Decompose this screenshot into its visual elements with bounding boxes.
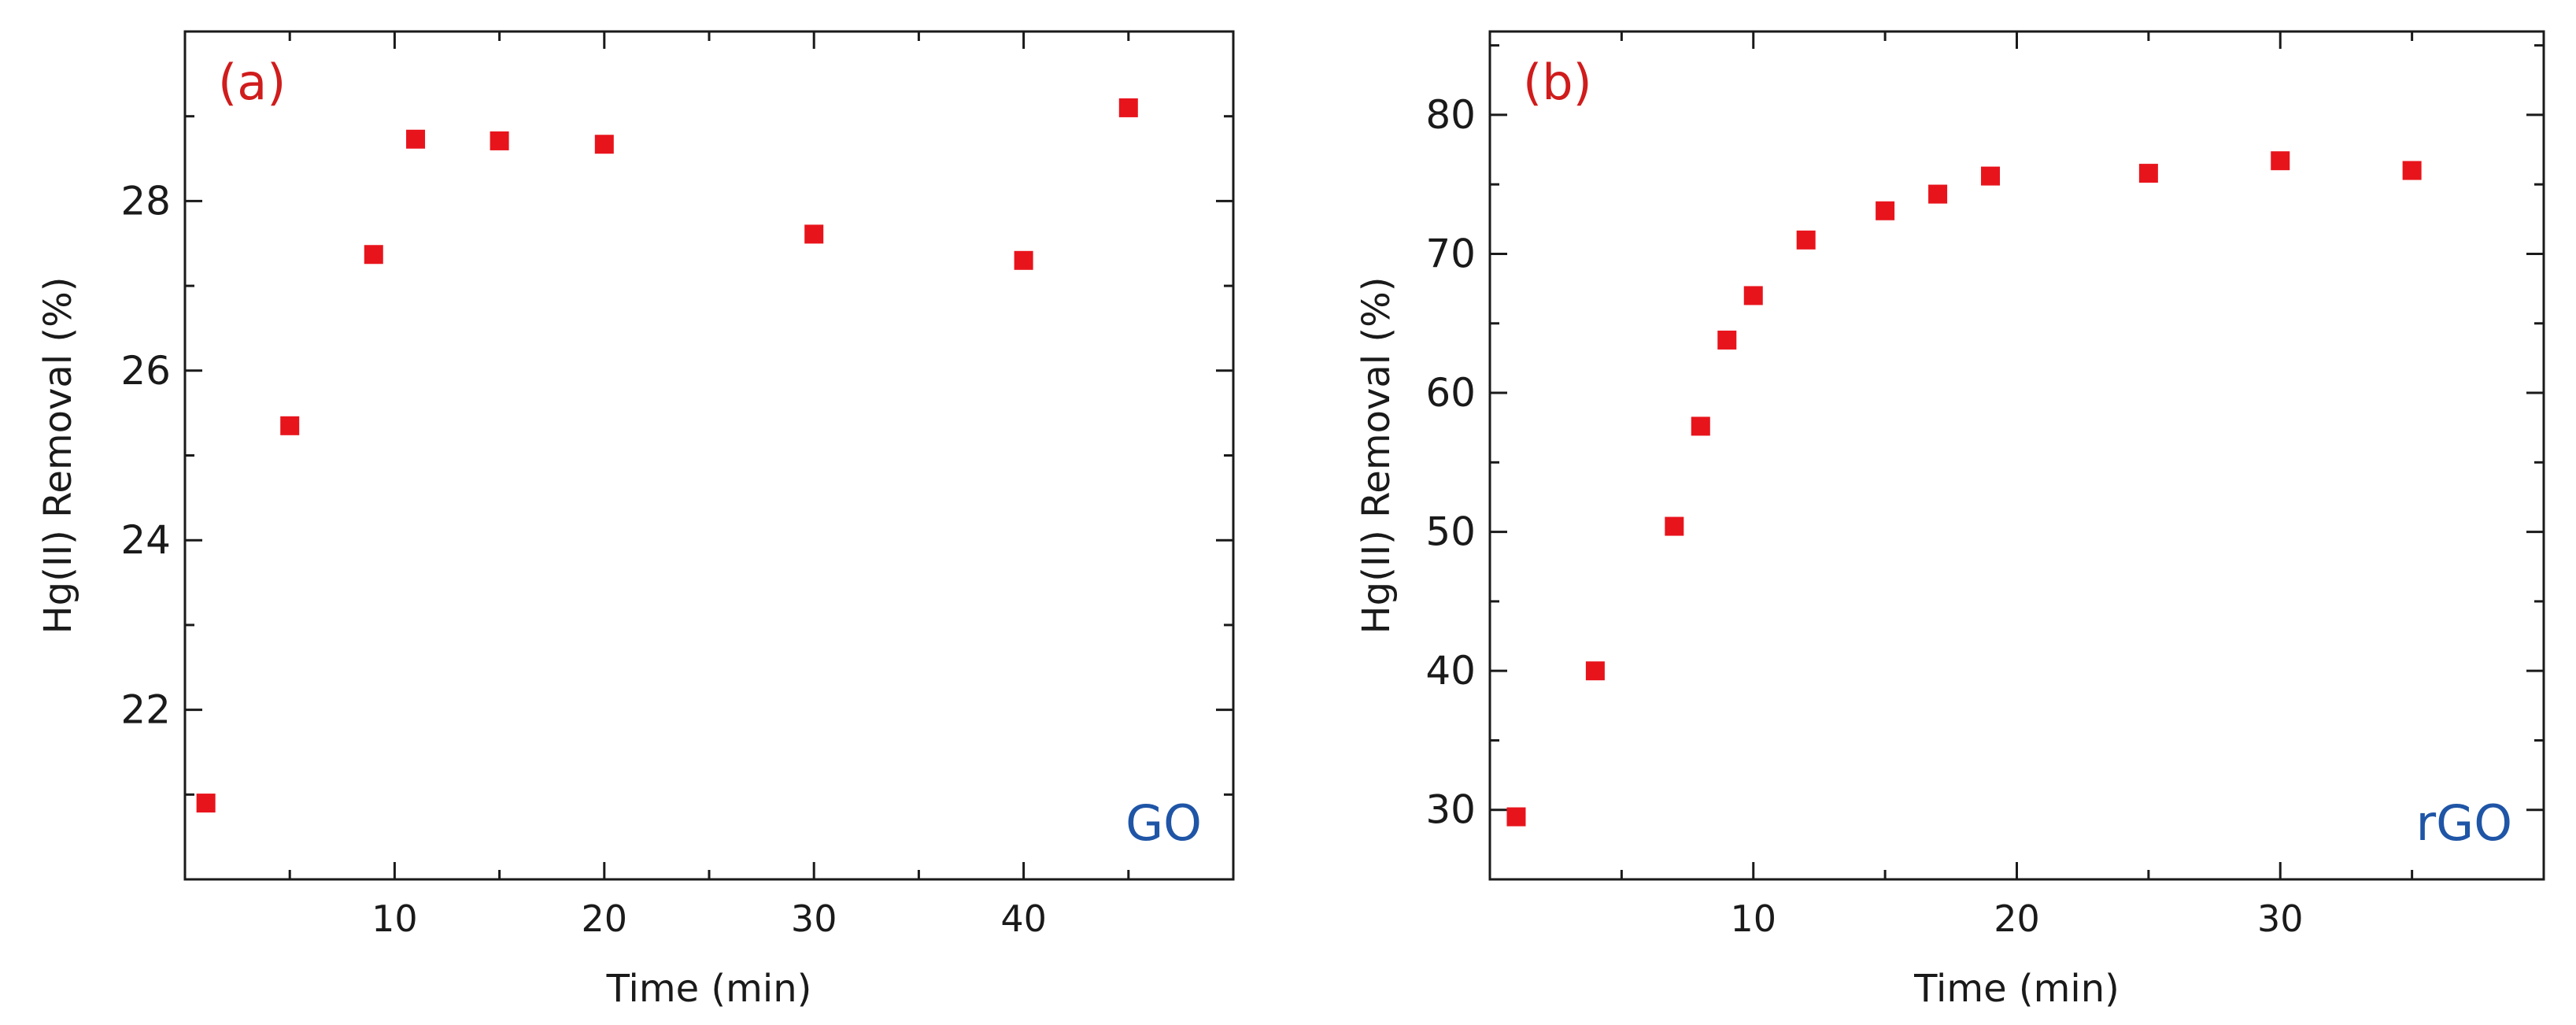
- panel-b-data-point: [2402, 161, 2422, 180]
- panel-b-y-tick-label: 70: [1425, 231, 1476, 276]
- panel-a-chart: 10 20 30 40 22 24 26 28 Time (min) Hg(II) Removal…: [36, 30, 1235, 1011]
- panel-a-x-tick-label: 40: [1000, 897, 1047, 940]
- panel-b-data-point: [2138, 164, 2158, 183]
- panel-a-data-point: [490, 131, 509, 150]
- panel-b-data-point: [1665, 516, 1684, 536]
- panel-b-y-axis-label: Hg(II) Removal (%): [1355, 277, 1399, 635]
- panel-a-data-point: [196, 794, 216, 813]
- panel-b-data-point: [1743, 286, 1763, 305]
- panel-b-x-axis-label: Time (min): [1913, 967, 2120, 1011]
- panel-b-y-tick-label: 80: [1425, 92, 1476, 138]
- panel-b-y-tick-label: 60: [1425, 370, 1476, 416]
- panel-b-x-tick-label: 10: [1730, 897, 1776, 940]
- panel-a-panel-label: (a): [218, 54, 286, 111]
- panel-a-data-point: [1014, 250, 1033, 270]
- panel-a-data-point: [364, 245, 383, 265]
- panel-b-data-point: [2271, 151, 2290, 171]
- panel-a-x-tick-label: 10: [371, 897, 418, 940]
- panel-b-data-point: [1717, 330, 1737, 350]
- panel-b-data-point: [1796, 230, 1816, 250]
- panel-a-data-point: [406, 129, 426, 149]
- panel-b-x-tick-label: 20: [1994, 897, 2040, 940]
- panel-a-data-point: [594, 135, 614, 154]
- panel-a-y-tick-label: 24: [120, 517, 171, 563]
- panel-a-y-tick-label: 26: [120, 348, 171, 394]
- panel-a-x-axis-label: Time (min): [606, 967, 812, 1011]
- panel-b-series-label: rGO: [2416, 794, 2512, 852]
- panel-a-data-point: [804, 224, 824, 244]
- panel-a-y-tick-label: 28: [120, 178, 171, 224]
- panel-b-data-point: [1928, 184, 1948, 204]
- panel-a-plot-frame: [183, 30, 1235, 881]
- panel-b-data-point: [1585, 661, 1605, 681]
- panel-b-panel-label: (b): [1523, 54, 1592, 111]
- panel-a-y-tick-label: 22: [120, 687, 171, 733]
- panel-a-data-point: [1118, 98, 1138, 117]
- panel-b-chart: 10 20 30 30 40 50 60 70 80 Time (min) Hg(II) Remov…: [1355, 30, 2545, 1011]
- panel-b-y-tick-label: 40: [1425, 648, 1476, 694]
- panel-a-x-tick-label: 20: [582, 897, 628, 940]
- panel-b-data-point: [1691, 416, 1710, 436]
- panel-a-data-point: [280, 416, 300, 435]
- panel-a-x-tick-label: 30: [791, 897, 837, 940]
- panel-a-y-axis-label: Hg(II) Removal (%): [36, 277, 80, 635]
- panel-b-x-tick-label: 30: [2257, 897, 2304, 940]
- panel-b-data-point: [1876, 201, 1895, 220]
- panel-b-y-tick-label: 30: [1425, 787, 1476, 833]
- panel-b-data-point: [1506, 807, 1526, 827]
- panel-b-y-tick-label: 50: [1425, 509, 1476, 555]
- panel-b-plot-frame: [1488, 30, 2545, 881]
- panel-b-data-point: [1981, 166, 2001, 186]
- panel-a-series-label: GO: [1125, 794, 1202, 852]
